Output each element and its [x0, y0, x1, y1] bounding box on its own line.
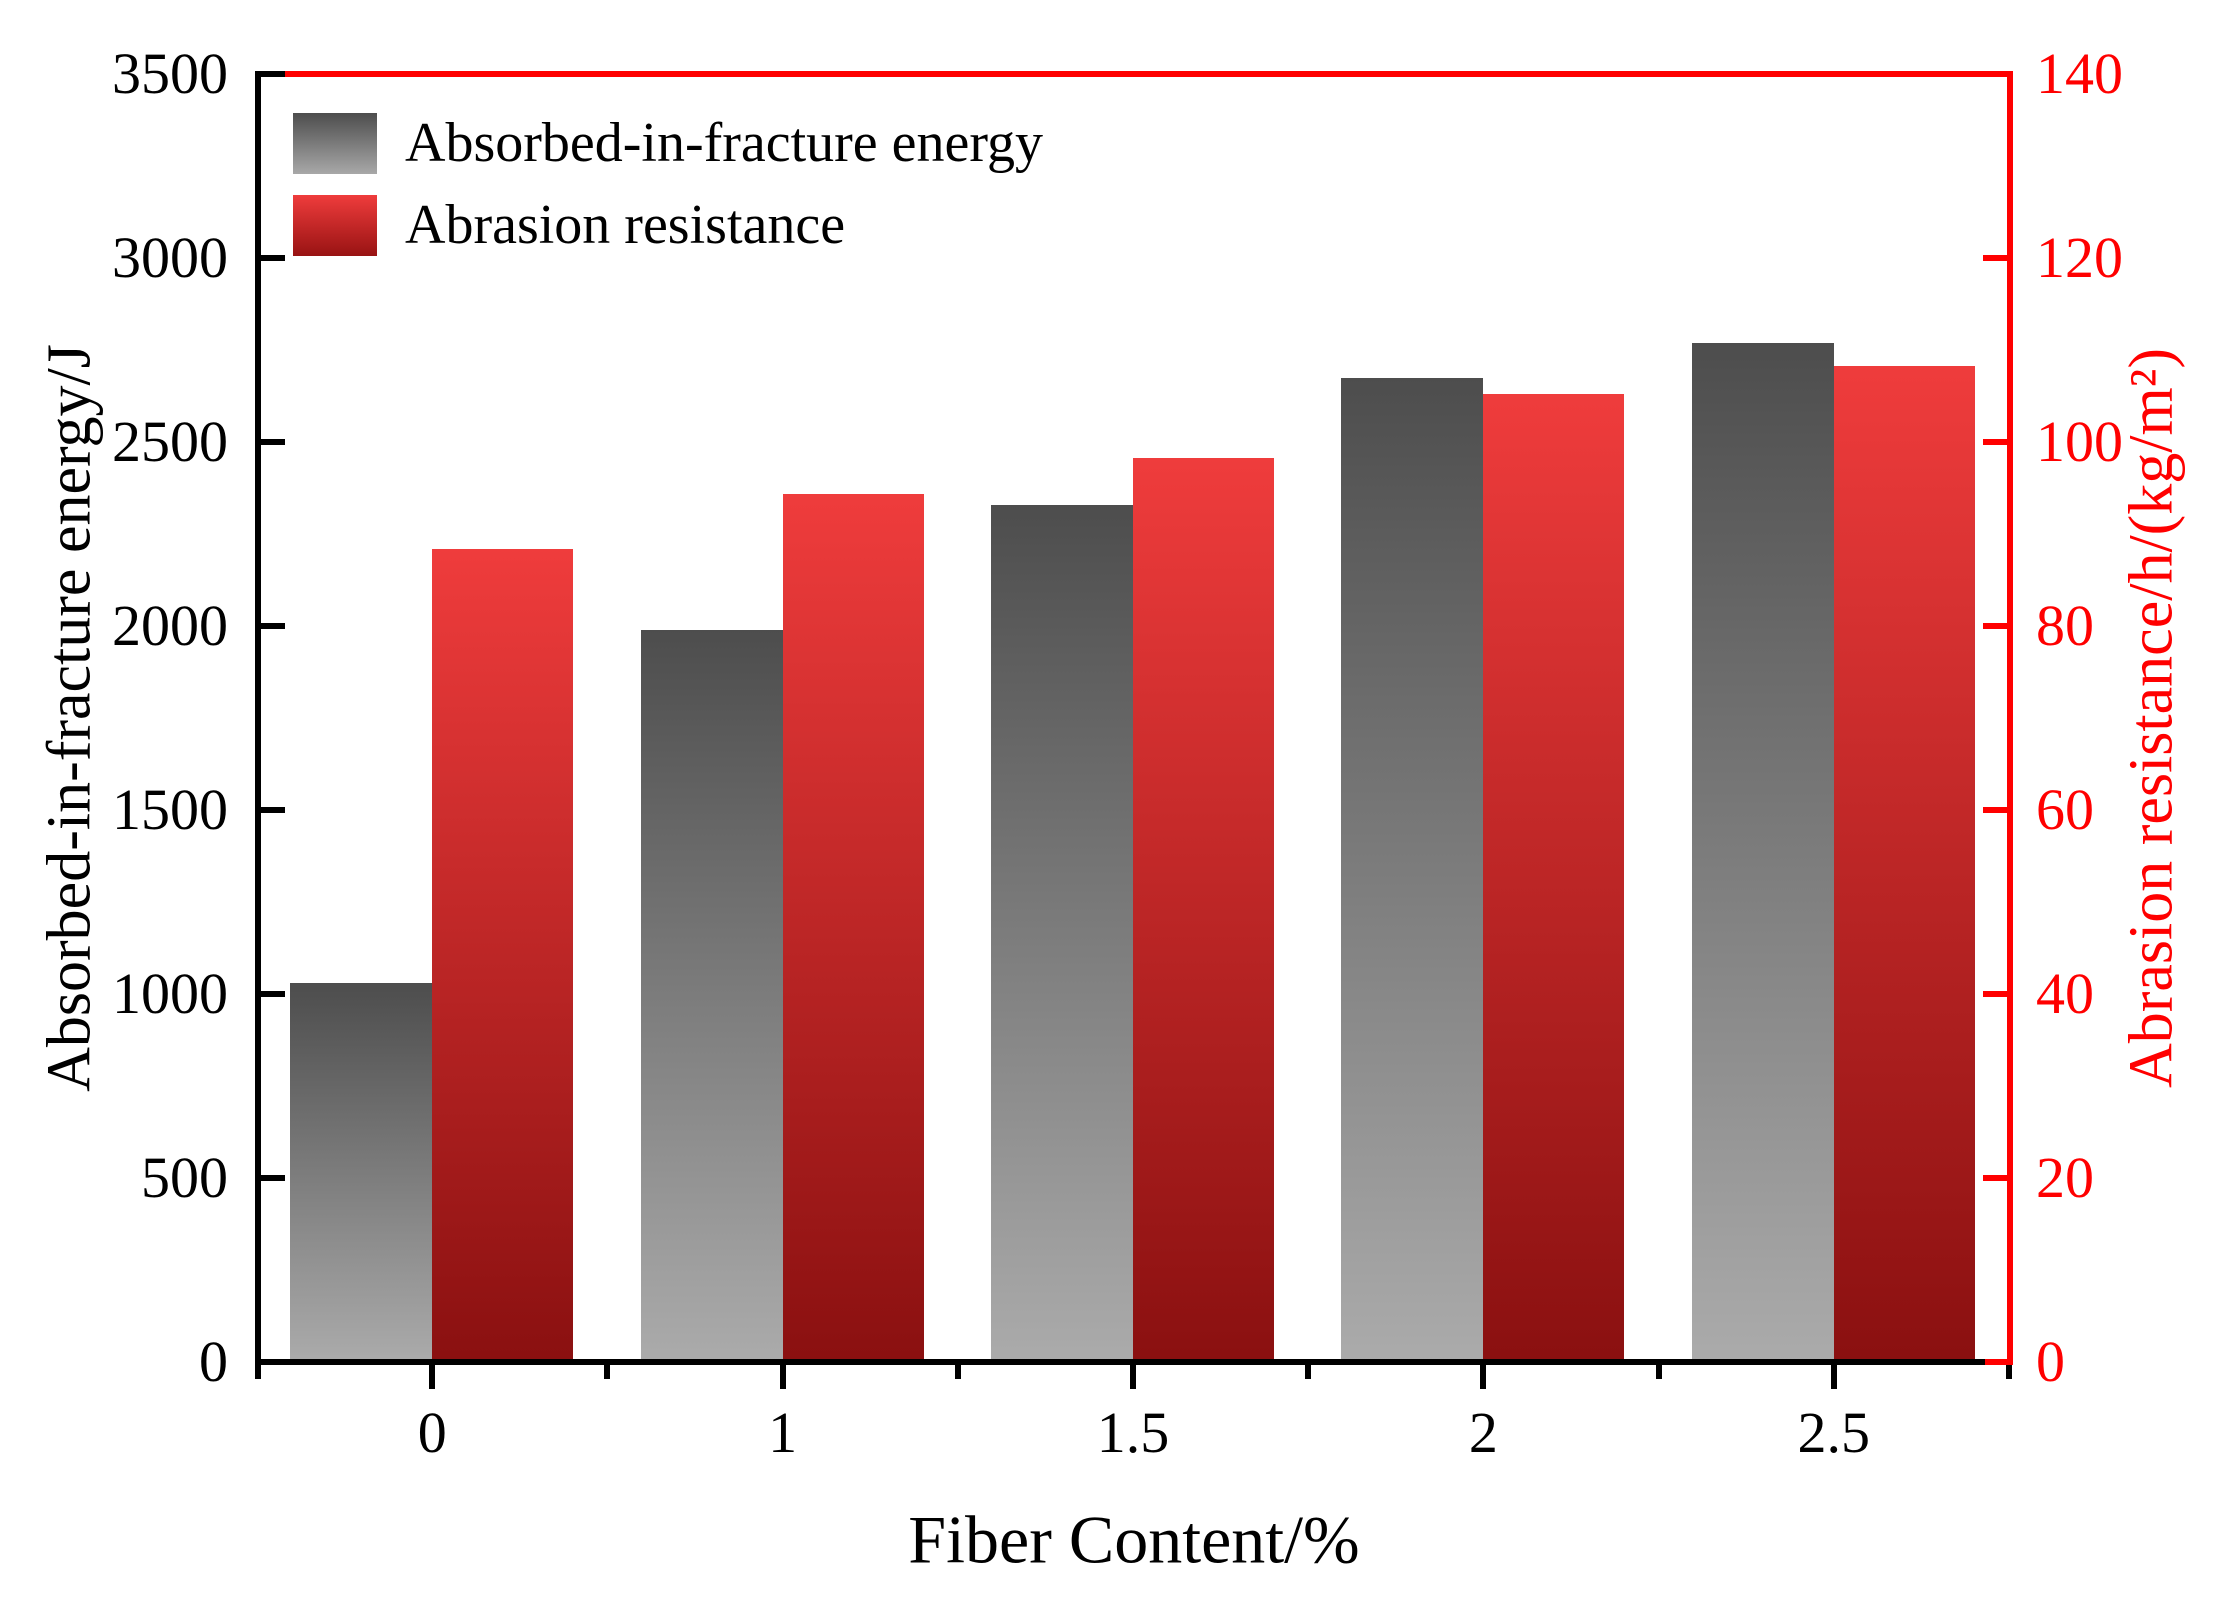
x-axis-minor-tick-2: [1305, 1365, 1312, 1379]
bar-energy-2.5: [1691, 342, 1834, 1362]
right-axis-tick-label-120: 120: [2036, 225, 2123, 290]
x-axis-minor-tick-1: [954, 1365, 961, 1379]
x-axis-minor-tick-0: [604, 1365, 611, 1379]
right-axis-tick-label-40: 40: [2036, 961, 2094, 1026]
left-axis-tick-1500: [261, 807, 285, 813]
bottom-axis-spine: [255, 1359, 1988, 1365]
right-axis-spine: [2007, 71, 2013, 1365]
bar-energy-1: [640, 629, 783, 1362]
bar-abrasion-1: [782, 494, 924, 1362]
right-axis-tick-label-0: 0: [2036, 1329, 2065, 1394]
right-axis-tick-100: [1983, 439, 2007, 445]
left-axis-tick-label-500: 500: [141, 1145, 228, 1210]
bar-abrasion-2: [1483, 394, 1625, 1362]
left-axis-tick-label-1500: 1500: [112, 777, 228, 842]
x-axis-tick-label-2: 2: [1468, 1400, 1498, 1465]
left-axis-tick-2500: [261, 439, 285, 445]
bar-abrasion-0: [432, 548, 574, 1362]
left-axis-tick-label-1000: 1000: [112, 961, 228, 1026]
left-axis-tick-3000: [261, 255, 285, 261]
left-axis-tick-1000: [261, 991, 285, 997]
left-axis-tick-label-3000: 3000: [112, 225, 228, 290]
right-axis-tick-40: [1983, 991, 2007, 997]
x-axis-tick-label-2.5: 2.5: [1797, 1400, 1871, 1465]
x-axis-title: Fiber Content/%: [908, 1501, 1360, 1578]
left-axis-tick-500: [261, 1175, 285, 1181]
legend-item-energy: Absorbed-in-fracture energy: [293, 112, 1043, 174]
left-axis-title: Absorbed-in-fracture energy/J: [35, 344, 104, 1092]
legend: Absorbed-in-fracture energy Abrasion res…: [293, 112, 1043, 276]
left-axis-tick-label-2000: 2000: [112, 593, 228, 658]
left-axis-tick-label-0: 0: [199, 1329, 228, 1394]
x-axis-tick-label-1: 1: [768, 1400, 798, 1465]
right-axis-tick-0: [1985, 1359, 2013, 1365]
x-axis-tick-0: [429, 1365, 436, 1389]
right-axis-title: Abrasion resistance/h/(kg/m²): [2117, 347, 2186, 1089]
x-axis-minor-tick-3: [1655, 1365, 1662, 1379]
right-axis-tick-label-140: 140: [2036, 41, 2123, 106]
left-axis-tick-2000: [261, 623, 285, 629]
right-axis-tick-label-80: 80: [2036, 593, 2094, 658]
right-axis-tick-120: [1983, 255, 2007, 261]
legend-swatch-energy: [293, 112, 377, 174]
legend-item-abrasion: Abrasion resistance: [293, 194, 1043, 256]
right-axis-tick-80: [1983, 623, 2007, 629]
legend-swatch-abrasion: [293, 194, 377, 256]
left-axis-spine: [255, 71, 261, 1379]
left-axis-tick-label-3500: 3500: [112, 41, 228, 106]
right-axis-tick-label-100: 100: [2036, 409, 2123, 474]
x-axis-tick-label-0: 0: [417, 1400, 447, 1465]
x-axis-tick-1.5: [1130, 1365, 1136, 1389]
bar-energy-1.5: [991, 504, 1133, 1362]
left-axis-tick-3500: [255, 71, 285, 77]
bar-energy-2: [1341, 377, 1484, 1362]
right-axis-tick-label-60: 60: [2036, 777, 2094, 842]
x-axis-tick-label-1.5: 1.5: [1096, 1400, 1170, 1465]
x-axis-minor-tick-4: [2006, 1365, 2012, 1379]
legend-label-abrasion: Abrasion resistance: [405, 194, 846, 256]
bar-abrasion-2.5: [1833, 365, 1975, 1362]
right-axis-tick-label-20: 20: [2036, 1145, 2094, 1210]
right-axis-tick-60: [1983, 807, 2007, 813]
bar-energy-0: [290, 982, 433, 1362]
bar-abrasion-1.5: [1133, 457, 1274, 1362]
x-axis-tick-1: [779, 1365, 786, 1389]
right-axis-tick-20: [1983, 1175, 2007, 1181]
top-axis-spine: [261, 71, 2013, 77]
x-axis-tick-2: [1480, 1365, 1487, 1389]
legend-label-energy: Absorbed-in-fracture energy: [405, 112, 1044, 174]
left-axis-tick-label-2500: 2500: [112, 409, 228, 474]
x-axis-tick-2.5: [1830, 1365, 1837, 1389]
